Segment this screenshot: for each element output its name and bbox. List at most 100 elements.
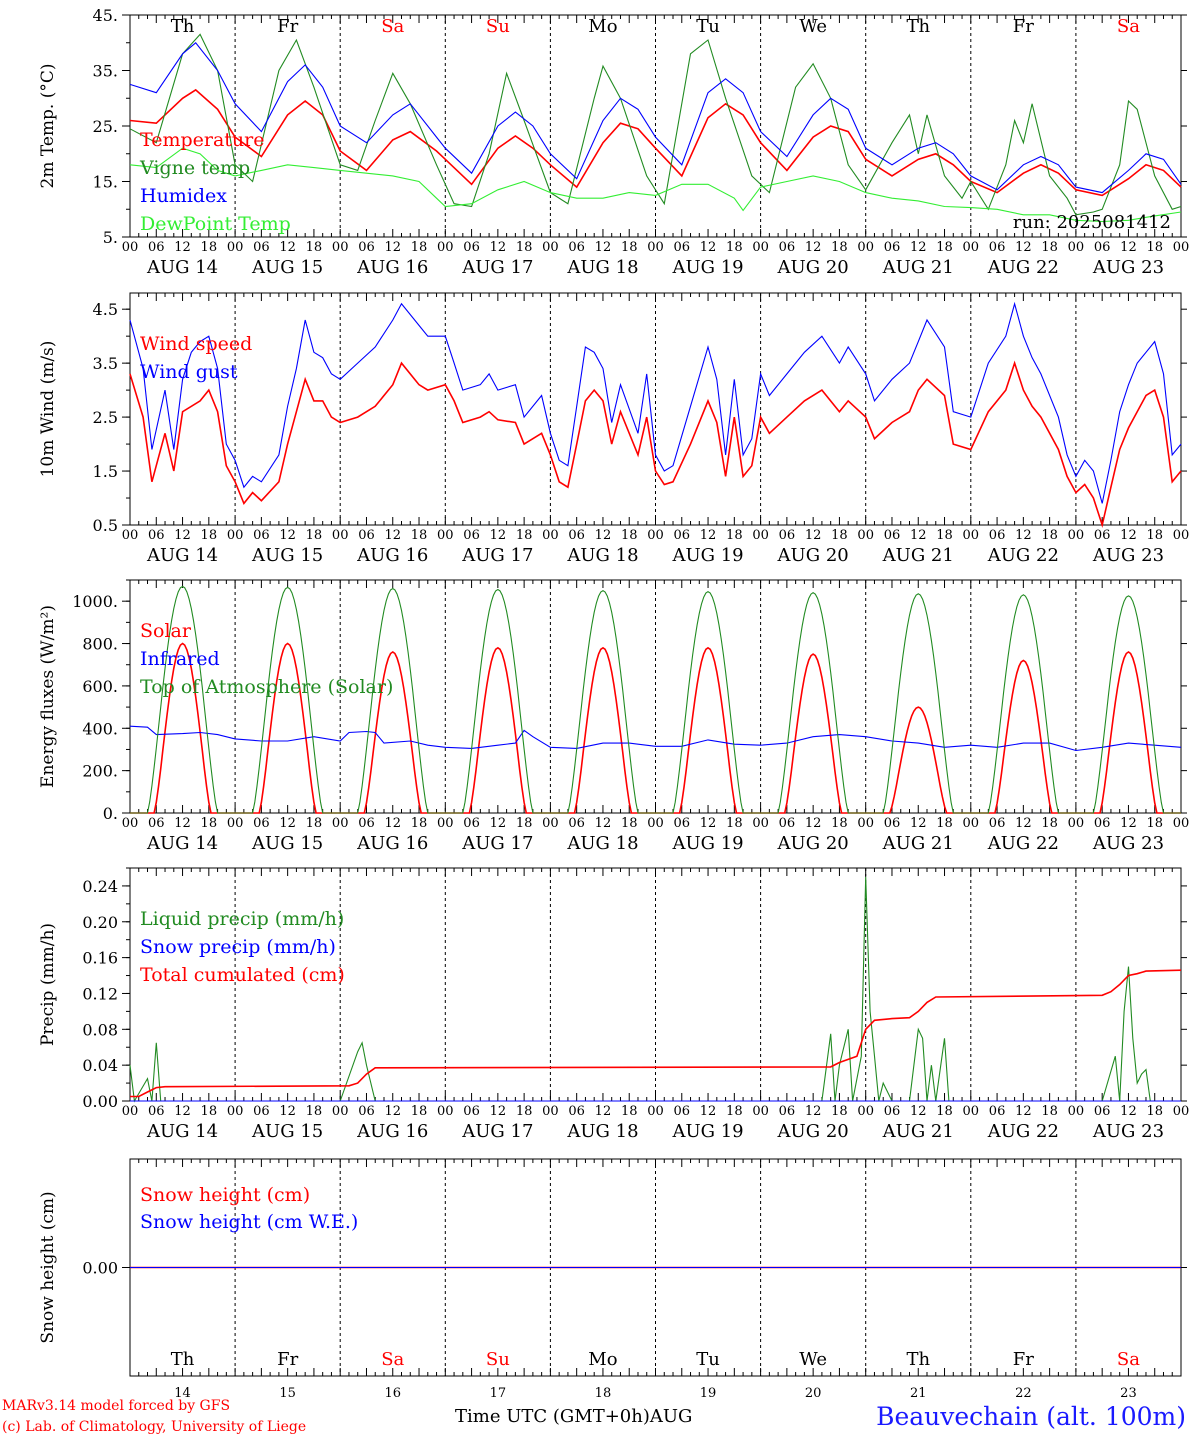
hour-tick-label: 12 — [384, 528, 401, 543]
hour-tick-label: 18 — [726, 1104, 743, 1119]
credit-model: MARv3.14 model forced by GFS — [2, 1398, 231, 1414]
hour-tick-label: 18 — [936, 816, 953, 831]
date-label: AUG 16 — [356, 257, 428, 278]
legend-entry: Snow height (cm) — [140, 1184, 310, 1206]
hour-tick-label: 00 — [227, 1104, 244, 1119]
legend-entry: Snow height (cm W.E.) — [140, 1211, 358, 1233]
day-number: 16 — [384, 1386, 401, 1401]
day-number: 21 — [910, 1386, 927, 1401]
y-tick-label: 0. — [103, 804, 118, 823]
hour-tick-label: 06 — [568, 240, 585, 255]
y-tick-label: 25. — [93, 117, 118, 136]
day-label: Th — [906, 16, 930, 37]
hour-tick-label: 18 — [621, 816, 638, 831]
date-label: AUG 19 — [671, 1121, 743, 1142]
hour-tick-label: 00 — [857, 1104, 874, 1119]
hour-tick-label: 00 — [963, 528, 980, 543]
date-label: AUG 21 — [882, 1121, 954, 1142]
hour-tick-label: 12 — [910, 1104, 927, 1119]
day-label: Tu — [696, 16, 720, 37]
hour-tick-label: 06 — [884, 528, 901, 543]
day-label: Sa — [381, 16, 404, 37]
hour-tick-label: 06 — [253, 240, 270, 255]
hour-tick-label: 06 — [568, 1104, 585, 1119]
date-label: AUG 14 — [146, 1121, 218, 1142]
date-label: AUG 17 — [461, 545, 533, 566]
hour-tick-label: 06 — [779, 528, 796, 543]
legend-entry: Vigne temp — [139, 157, 250, 179]
hour-tick-label: 00 — [122, 240, 139, 255]
hour-tick-label: 12 — [595, 1104, 612, 1119]
hour-tick-label: 12 — [1120, 528, 1137, 543]
legend-entry: Infrared — [140, 648, 220, 670]
hour-tick-label: 00 — [857, 240, 874, 255]
date-label: AUG 16 — [356, 545, 428, 566]
hour-tick-label: 00 — [1173, 1104, 1190, 1119]
date-label: AUG 14 — [146, 545, 218, 566]
hour-tick-label: 12 — [700, 1104, 717, 1119]
hour-tick-label: 18 — [201, 1104, 218, 1119]
hour-tick-label: 18 — [621, 528, 638, 543]
series-line — [129, 88, 1182, 197]
hour-tick-label: 00 — [227, 816, 244, 831]
hour-tick-label: 12 — [490, 816, 507, 831]
hour-tick-label: 00 — [647, 1104, 664, 1119]
legend-entry: Solar — [140, 620, 192, 642]
hour-tick-label: 00 — [857, 816, 874, 831]
hour-tick-label: 00 — [752, 528, 769, 543]
hour-tick-label: 06 — [884, 1104, 901, 1119]
hour-tick-label: 00 — [647, 240, 664, 255]
date-label: AUG 18 — [566, 1121, 638, 1142]
hour-tick-label: 00 — [1173, 816, 1190, 831]
hour-tick-label: 00 — [542, 1104, 559, 1119]
date-label: AUG 19 — [671, 257, 743, 278]
hour-tick-label: 12 — [1120, 816, 1137, 831]
hour-tick-label: 12 — [805, 240, 822, 255]
y-tick-label: 0.08 — [82, 1020, 118, 1039]
hour-tick-label: 18 — [726, 240, 743, 255]
hour-tick-label: 18 — [516, 816, 533, 831]
hour-tick-label: 12 — [700, 528, 717, 543]
hour-tick-label: 00 — [437, 1104, 454, 1119]
hour-tick-label: 12 — [279, 816, 296, 831]
date-label: AUG 18 — [566, 257, 638, 278]
hour-tick-label: 06 — [884, 816, 901, 831]
date-label: AUG 23 — [1092, 545, 1164, 566]
hour-tick-label: 18 — [516, 240, 533, 255]
legend-entry: Wind gust — [140, 361, 238, 383]
hour-tick-label: 00 — [857, 528, 874, 543]
day-label: Sa — [1117, 1349, 1140, 1370]
y-axis-label: 10m Wind (m/s) — [38, 341, 58, 478]
day-label: Fr — [1013, 16, 1034, 37]
date-label: AUG 16 — [356, 1121, 428, 1142]
date-label: AUG 17 — [461, 257, 533, 278]
legend-entry: Liquid precip (mm/h) — [140, 908, 344, 930]
hour-tick-label: 18 — [726, 528, 743, 543]
y-tick-label: 0.04 — [82, 1056, 118, 1075]
series-line — [129, 147, 1182, 223]
x-axis-label: Time UTC (GMT+0h)AUG — [455, 1406, 693, 1427]
hour-tick-label: 06 — [779, 240, 796, 255]
date-label: AUG 21 — [882, 257, 954, 278]
hour-tick-label: 06 — [779, 1104, 796, 1119]
day-label: Mo — [588, 1349, 617, 1370]
hour-tick-label: 12 — [174, 528, 191, 543]
hour-tick-label: 00 — [542, 528, 559, 543]
hour-tick-label: 18 — [201, 528, 218, 543]
series-line — [129, 360, 1182, 528]
day-number: 18 — [595, 1386, 612, 1401]
y-axis-label: Snow height (cm) — [38, 1191, 58, 1343]
hour-tick-label: 06 — [1094, 1104, 1111, 1119]
hour-tick-label: 00 — [752, 816, 769, 831]
date-label: AUG 15 — [251, 833, 323, 854]
hour-tick-label: 12 — [1015, 240, 1032, 255]
hour-tick-label: 18 — [306, 528, 323, 543]
y-tick-label: 3.5 — [93, 354, 118, 373]
date-label: AUG 16 — [356, 833, 428, 854]
hour-tick-label: 00 — [647, 528, 664, 543]
series-line — [130, 585, 1181, 814]
hour-tick-label: 06 — [148, 1104, 165, 1119]
hour-tick-label: 12 — [490, 528, 507, 543]
hour-tick-label: 06 — [568, 528, 585, 543]
date-label: AUG 22 — [987, 257, 1059, 278]
